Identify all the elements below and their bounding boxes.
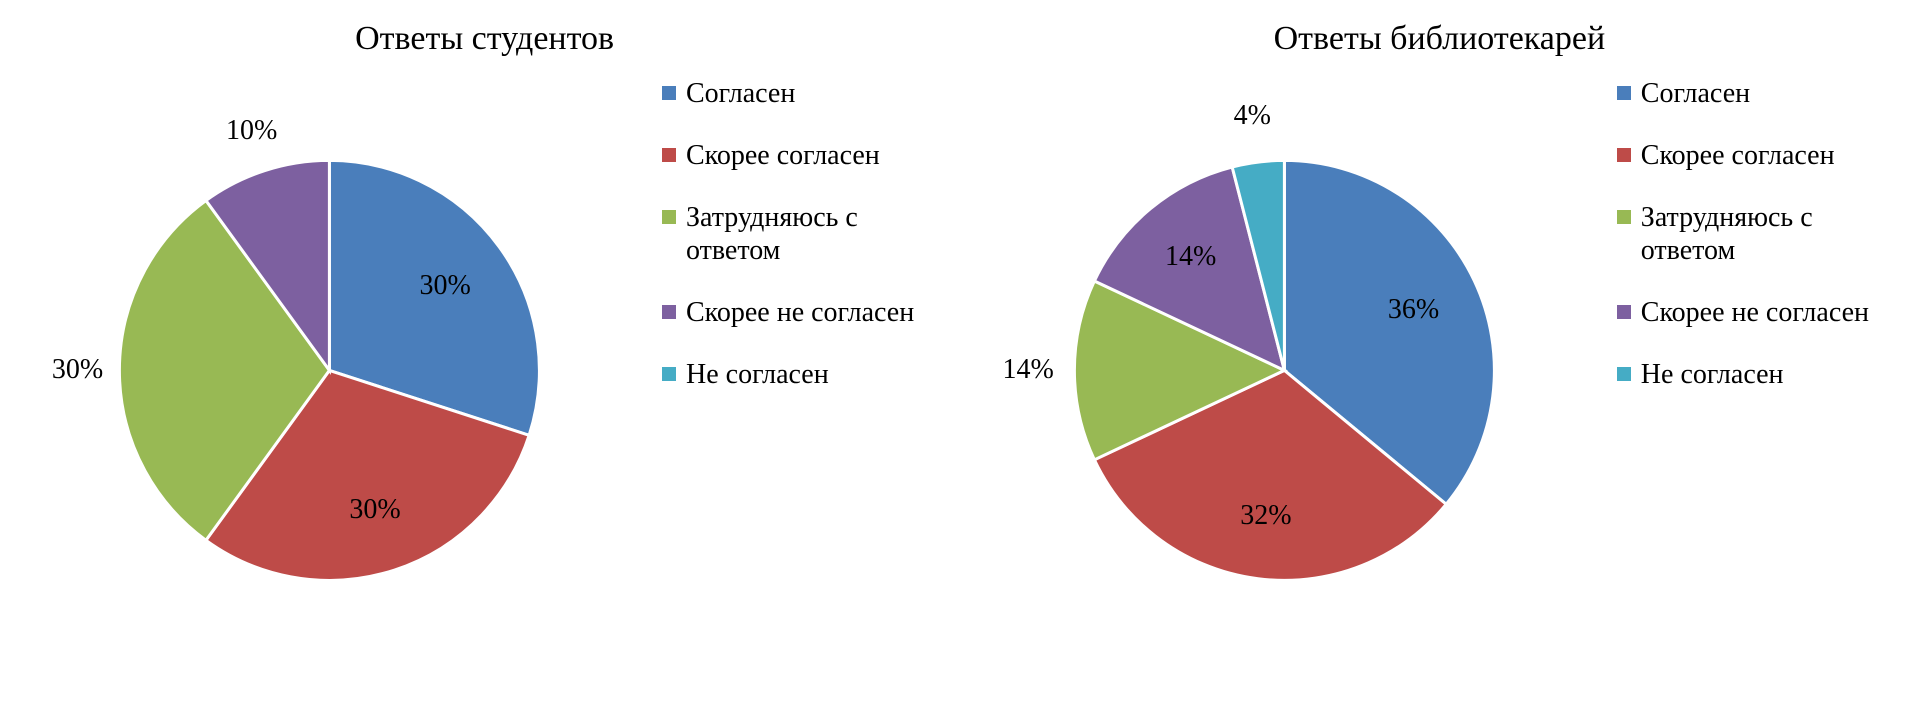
legend-swatch-unsure <box>1617 210 1631 224</box>
legend-label-disagree: Не согласен <box>686 359 829 391</box>
chart-title: Ответы библиотекарей <box>1274 20 1606 58</box>
chart-title: Ответы студентов <box>355 20 614 58</box>
legend-item-agree: Согласен <box>662 78 942 110</box>
chart-body: 36% 32% 14% 14% 4% Согласен Скорее согласен Зат… <box>982 68 1897 673</box>
pie-chart <box>27 68 632 673</box>
legend-label-unsure: Затрудняюсь с ответом <box>686 202 942 266</box>
slice-label-disagree: 4% <box>1234 100 1271 132</box>
legend-label-rather_not: Скорее не согласен <box>1641 297 1869 329</box>
legend-label-rather_agree: Скорее согласен <box>686 140 880 172</box>
slice-label-agree: 30% <box>419 270 470 302</box>
slice-label-rather_not: 14% <box>1165 241 1216 273</box>
legend-swatch-rather_not <box>662 305 676 319</box>
legend-swatch-disagree <box>1617 367 1631 381</box>
legend-item-rather_not: Скорее не согласен <box>1617 297 1897 329</box>
legend-swatch-rather_agree <box>1617 148 1631 162</box>
legend-label-disagree: Не согласен <box>1641 359 1784 391</box>
slice-label-rather_agree: 32% <box>1240 500 1291 532</box>
pie-wrap: 30% 30% 30% 10% <box>27 68 632 673</box>
legend-item-rather_agree: Скорее согласен <box>1617 140 1897 172</box>
legend-label-agree: Согласен <box>686 78 795 110</box>
legend-item-unsure: Затрудняюсь с ответом <box>1617 202 1897 266</box>
legend-swatch-agree <box>662 86 676 100</box>
chart-body: 30% 30% 30% 10% Согласен Скорее согласен Затру… <box>27 68 942 673</box>
legend-swatch-unsure <box>662 210 676 224</box>
slice-label-unsure: 14% <box>1003 354 1054 386</box>
legend-item-disagree: Не согласен <box>1617 359 1897 391</box>
legend-swatch-rather_not <box>1617 305 1631 319</box>
pie-chart <box>982 68 1587 673</box>
legend-label-rather_not: Скорее не согласен <box>686 297 914 329</box>
legend-label-agree: Согласен <box>1641 78 1750 110</box>
slice-label-rather_not: 10% <box>226 115 277 147</box>
legend-swatch-rather_agree <box>662 148 676 162</box>
charts-row: Ответы студентов 30% 30% 30% 10% Согласен Скор… <box>20 20 1904 673</box>
legend-label-rather_agree: Скорее согласен <box>1641 140 1835 172</box>
legend-item-unsure: Затрудняюсь с ответом <box>662 202 942 266</box>
legend-swatch-agree <box>1617 86 1631 100</box>
chart-librarians: Ответы библиотекарей 36% 32% 14% 14% 4% Соглас… <box>982 20 1897 673</box>
legend-item-agree: Согласен <box>1617 78 1897 110</box>
pie-wrap: 36% 32% 14% 14% 4% <box>982 68 1587 673</box>
slice-label-agree: 36% <box>1388 294 1439 326</box>
legend-label-unsure: Затрудняюсь с ответом <box>1641 202 1897 266</box>
legend-item-rather_not: Скорее не согласен <box>662 297 942 329</box>
legend-swatch-disagree <box>662 367 676 381</box>
legend: Согласен Скорее согласен Затрудняюсь с отв… <box>662 68 942 391</box>
legend-item-disagree: Не согласен <box>662 359 942 391</box>
legend-item-rather_agree: Скорее согласен <box>662 140 942 172</box>
slice-label-rather_agree: 30% <box>349 494 400 526</box>
chart-students: Ответы студентов 30% 30% 30% 10% Согласен Скор… <box>27 20 942 673</box>
legend: Согласен Скорее согласен Затрудняюсь с отв… <box>1617 68 1897 391</box>
slice-label-unsure: 30% <box>52 354 103 386</box>
